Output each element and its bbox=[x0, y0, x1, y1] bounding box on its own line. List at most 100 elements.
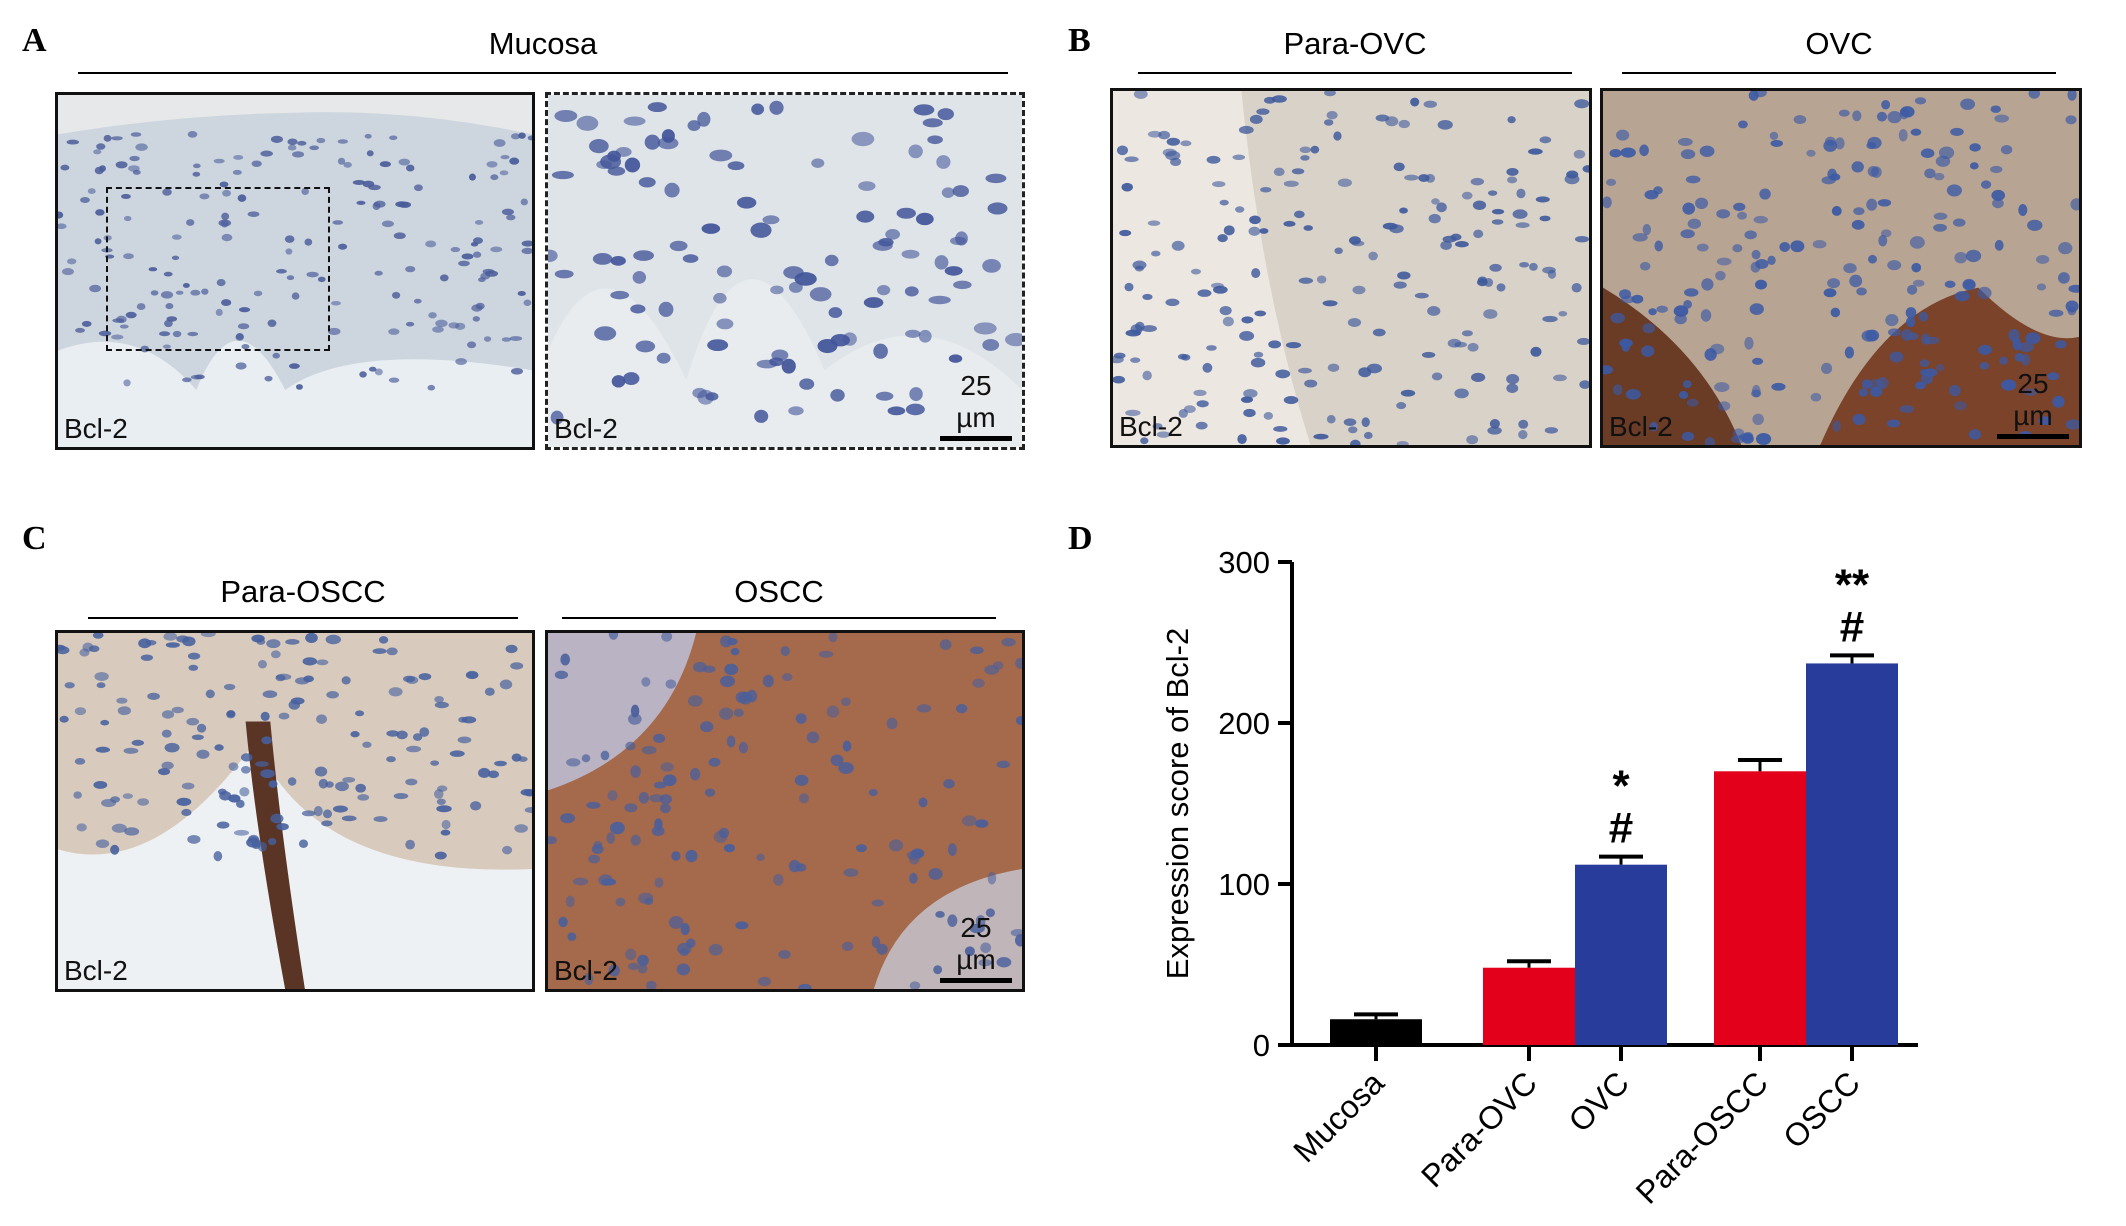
cell-nucleus bbox=[1919, 359, 1930, 368]
cell-nucleus bbox=[2048, 309, 2064, 317]
cell-nucleus bbox=[1506, 374, 1520, 385]
cell-nucleus bbox=[150, 290, 159, 296]
cell-nucleus bbox=[305, 633, 318, 644]
cell-nucleus bbox=[448, 322, 460, 329]
cell-nucleus bbox=[1398, 119, 1410, 129]
cell-nucleus bbox=[1237, 434, 1247, 445]
cell-nucleus bbox=[1470, 372, 1486, 382]
cell-nucleus bbox=[278, 712, 290, 720]
cell-nucleus bbox=[1300, 155, 1310, 161]
cell-nucleus bbox=[1674, 313, 1687, 325]
cell-nucleus bbox=[1542, 315, 1558, 323]
cell-nucleus bbox=[756, 359, 778, 369]
cell-nucleus bbox=[316, 714, 327, 724]
cell-nucleus bbox=[601, 878, 617, 886]
cell-nucleus bbox=[81, 320, 92, 327]
cell-nucleus bbox=[927, 135, 943, 145]
cell-nucleus bbox=[1900, 106, 1915, 118]
cell-nucleus bbox=[1682, 380, 1692, 389]
cell-nucleus bbox=[166, 316, 178, 322]
cell-nucleus bbox=[199, 193, 210, 200]
cell-nucleus bbox=[1716, 257, 1732, 266]
cell-nucleus bbox=[493, 139, 506, 147]
cell-nucleus bbox=[1436, 202, 1447, 213]
cell-nucleus bbox=[258, 660, 267, 669]
cell-nucleus bbox=[1980, 180, 1992, 189]
cell-nucleus bbox=[788, 281, 803, 293]
cell-nucleus bbox=[270, 813, 284, 824]
cell-nucleus bbox=[2028, 91, 2040, 99]
cell-nucleus bbox=[510, 662, 524, 670]
cell-nucleus bbox=[826, 705, 840, 718]
panel-c-header-left: Para-OSCC bbox=[220, 574, 386, 609]
scale-bar: 25 µm bbox=[1997, 368, 2069, 439]
cell-nucleus bbox=[1876, 111, 1888, 122]
cell-nucleus bbox=[201, 288, 209, 295]
cell-nucleus bbox=[161, 710, 175, 719]
cell-nucleus bbox=[1544, 427, 1558, 434]
cell-nucleus bbox=[1886, 419, 1901, 428]
cell-nucleus bbox=[1291, 168, 1305, 175]
bar-oscc bbox=[1806, 663, 1898, 1045]
cell-nucleus bbox=[458, 716, 468, 723]
cell-nucleus bbox=[1911, 262, 1922, 273]
cell-nucleus bbox=[418, 673, 432, 681]
cell-nucleus bbox=[159, 331, 171, 337]
cell-nucleus bbox=[809, 287, 832, 302]
scale-bar: 25 µm bbox=[940, 370, 1012, 441]
cell-nucleus bbox=[119, 324, 129, 329]
cell-nucleus bbox=[623, 372, 640, 386]
cell-nucleus bbox=[395, 201, 409, 208]
cell-nucleus bbox=[1770, 139, 1783, 147]
cell-nucleus bbox=[1910, 128, 1922, 136]
significance-marker: # bbox=[1840, 602, 1864, 651]
cell-nucleus bbox=[1881, 100, 1891, 110]
cell-nucleus bbox=[148, 267, 158, 272]
cell-nucleus bbox=[1701, 278, 1714, 291]
cell-nucleus bbox=[1641, 345, 1655, 357]
cell-nucleus bbox=[434, 701, 449, 709]
cell-nucleus bbox=[709, 149, 733, 162]
cell-nucleus bbox=[262, 690, 278, 699]
cell-nucleus bbox=[1256, 108, 1270, 115]
cell-nucleus bbox=[1717, 401, 1731, 411]
cell-nucleus bbox=[2070, 198, 2079, 211]
cell-nucleus bbox=[1699, 145, 1715, 157]
stain-label: Bcl-2 bbox=[64, 413, 128, 444]
cell-nucleus bbox=[645, 980, 657, 989]
cell-nucleus bbox=[1113, 375, 1126, 384]
cell-nucleus bbox=[1991, 189, 2006, 201]
cell-nucleus bbox=[1994, 114, 2009, 123]
panel-label-c: C bbox=[22, 520, 47, 557]
cell-nucleus bbox=[288, 363, 300, 369]
cell-nucleus bbox=[1190, 268, 1201, 275]
cell-nucleus bbox=[1518, 419, 1529, 429]
cell-nucleus bbox=[233, 154, 244, 160]
cell-nucleus bbox=[87, 188, 96, 195]
cell-nucleus bbox=[350, 731, 360, 738]
cell-nucleus bbox=[975, 819, 989, 828]
cell-nucleus bbox=[1571, 283, 1582, 293]
cell-nucleus bbox=[638, 177, 656, 188]
cell-nucleus bbox=[1116, 145, 1129, 156]
cell-nucleus bbox=[1299, 146, 1312, 154]
cell-nucleus bbox=[1348, 426, 1358, 434]
cell-nucleus bbox=[693, 661, 707, 673]
x-tick-label: OSCC bbox=[1776, 1064, 1867, 1155]
cell-nucleus bbox=[947, 843, 957, 857]
cell-nucleus bbox=[841, 941, 854, 952]
cell-nucleus bbox=[1579, 380, 1589, 389]
cell-nucleus bbox=[393, 232, 406, 240]
cell-nucleus bbox=[1421, 351, 1436, 358]
cell-nucleus bbox=[111, 136, 123, 141]
significance-marker: # bbox=[1609, 804, 1633, 853]
cell-nucleus bbox=[221, 299, 232, 307]
cell-nucleus bbox=[1195, 421, 1208, 430]
cell-nucleus bbox=[338, 243, 348, 250]
cell-nucleus bbox=[92, 633, 104, 639]
cell-nucleus bbox=[237, 194, 247, 202]
cell-nucleus bbox=[1737, 211, 1747, 220]
cell-nucleus bbox=[611, 375, 626, 388]
stain-label: Bcl-2 bbox=[64, 955, 128, 986]
scale-bar-label: 25 µm bbox=[2013, 368, 2053, 431]
